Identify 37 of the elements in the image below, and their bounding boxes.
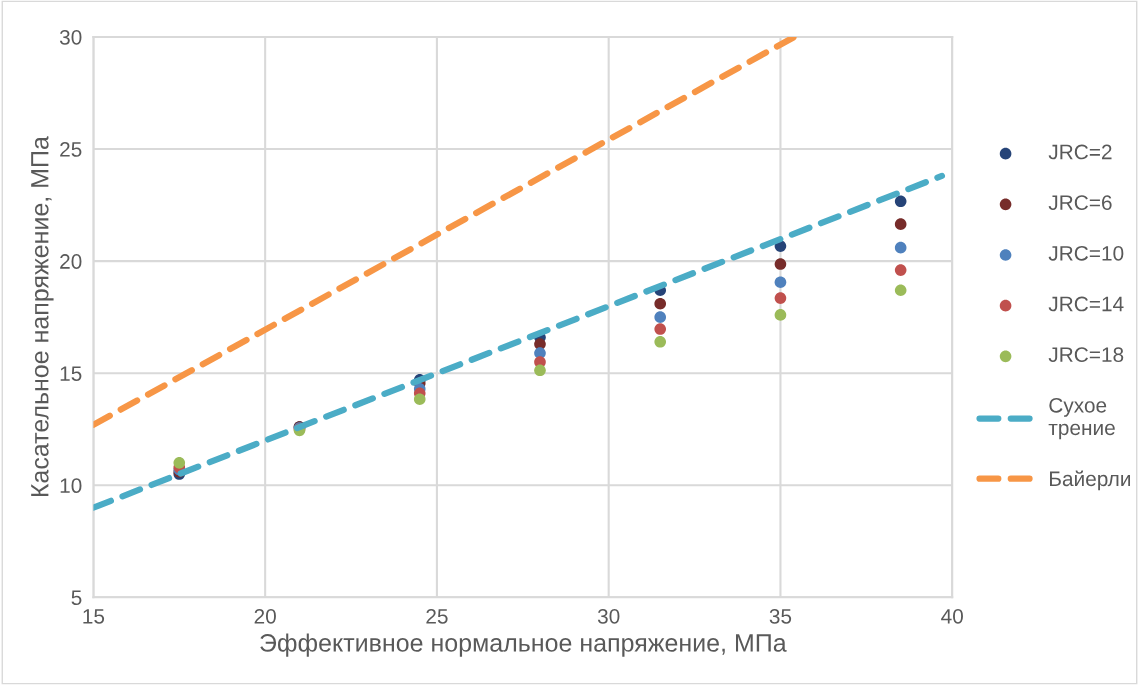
point (654, 336, 667, 348)
point (774, 258, 787, 270)
point (894, 195, 907, 208)
y-tick-label: 20 (60, 254, 82, 269)
point (774, 276, 787, 288)
point (894, 284, 907, 297)
legend-label: Сухое трение (1048, 397, 1115, 440)
y-tick-label: 25 (60, 142, 82, 157)
x-axis-title: Эффективное нормальное напряжение, МПа (260, 633, 787, 657)
x-tick-label: 35 (769, 608, 792, 624)
y-axis-title: Касательное напряжение, МПа (31, 136, 54, 497)
legend-label: JRC=14 (1048, 296, 1124, 312)
point (894, 218, 907, 230)
y-tick-label: 15 (60, 366, 82, 381)
point (654, 323, 667, 335)
y-tick-label: 30 (59, 29, 82, 45)
legend-label: JRC=2 (1048, 144, 1112, 160)
point (774, 292, 787, 304)
point (534, 364, 546, 377)
legend-label: Байерли (1050, 470, 1131, 491)
y-tick-label: 10 (60, 478, 82, 494)
point (654, 311, 667, 323)
legend-label: JRC=18 (1048, 347, 1124, 363)
x-tick-label: 25 (426, 608, 448, 624)
x-tick-label: 20 (254, 608, 276, 624)
point (774, 309, 787, 321)
point (894, 264, 907, 276)
x-tick-label: 30 (597, 608, 620, 624)
point (413, 393, 426, 405)
y-tick-label: 5 (71, 590, 82, 606)
legend-label: JRC=6 (1048, 195, 1112, 210)
point (654, 297, 667, 310)
legend-label: JRC=10 (1048, 245, 1124, 261)
point (894, 241, 907, 254)
point (173, 457, 186, 469)
x-tick-label: 15 (83, 609, 105, 624)
x-tick-label: 40 (941, 608, 963, 624)
